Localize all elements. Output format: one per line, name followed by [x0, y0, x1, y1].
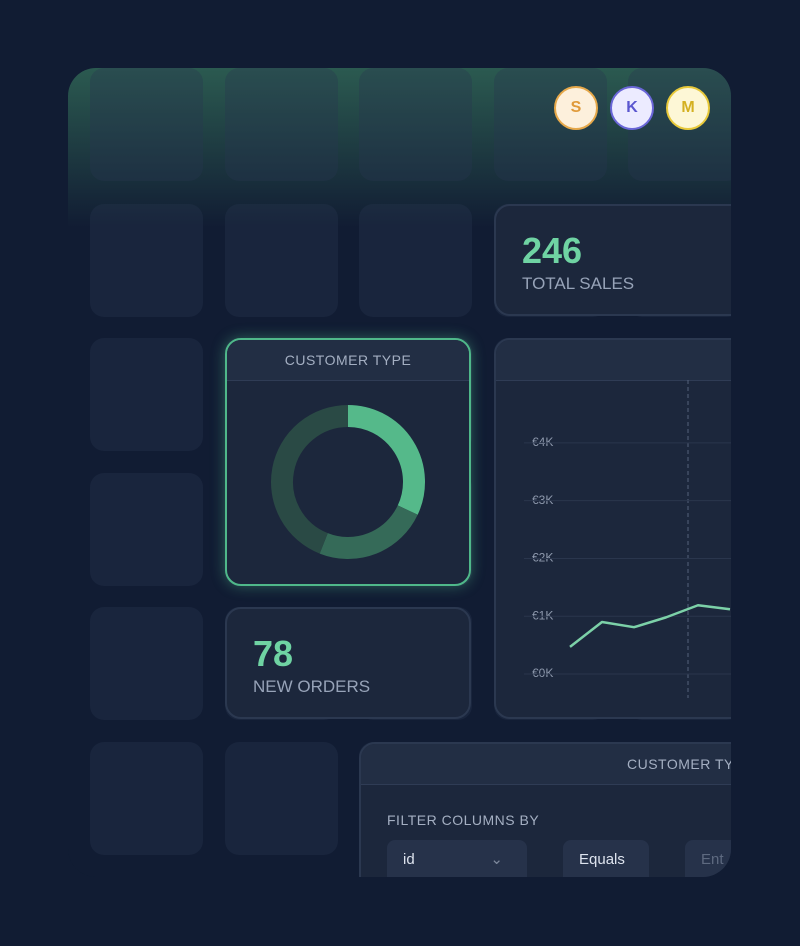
y-tick-label: €0K — [532, 666, 553, 680]
tile — [90, 473, 203, 586]
stat-label: TOTAL SALES — [522, 274, 635, 293]
new-orders-card: 78 NEW ORDERS — [225, 607, 471, 719]
stat-label: NEW ORDERS — [253, 677, 371, 696]
line-chart: €0K €1K €2K €3K €4K — [524, 380, 731, 698]
tile — [225, 68, 338, 181]
card-title: CUSTOMER TY — [361, 744, 731, 785]
tile — [359, 204, 472, 317]
tile — [90, 742, 203, 855]
y-tick-label: €4K — [532, 435, 553, 449]
operator-select[interactable]: Equals — [563, 840, 649, 877]
y-tick-label: €3K — [532, 493, 553, 507]
stat-value: 78 — [253, 633, 294, 674]
chevron: ⌄ — [490, 851, 503, 868]
donut-chart — [271, 405, 425, 559]
placeholder: Ent — [701, 851, 724, 868]
select-text: Equals — [579, 851, 625, 868]
tile — [90, 338, 203, 451]
column-select[interactable]: id ⌄ — [387, 840, 527, 877]
stat-value: 246 — [522, 230, 583, 271]
total-sales-card: 246 TOTAL SALES — [494, 204, 731, 316]
donut-segment — [347, 405, 425, 515]
donut-card: CUSTOMER TYPE — [225, 338, 471, 586]
table-card: CUSTOMER TY FILTER COLUMNS BY id ⌄ Equals… — [359, 742, 731, 877]
dashboard-frame: S K M 246 TOTAL SALES CUSTOMER TYPE 78 N… — [68, 68, 731, 877]
tile — [90, 68, 203, 181]
avatar[interactable]: M — [666, 86, 710, 130]
avatar[interactable]: K — [610, 86, 654, 130]
card-title: CUSTOMER TYPE — [227, 340, 469, 381]
filter-label: FILTER COLUMNS BY — [387, 812, 540, 828]
select-text: id — [403, 851, 415, 868]
donut-segment — [271, 405, 349, 554]
avatar[interactable]: S — [554, 86, 598, 130]
tile — [90, 204, 203, 317]
tile — [90, 607, 203, 720]
tile — [225, 742, 338, 855]
line-card: €0K €1K €2K €3K €4K — [494, 338, 731, 719]
value-input[interactable]: Ent — [685, 840, 731, 877]
y-tick-label: €1K — [532, 608, 553, 622]
y-tick-label: €2K — [532, 551, 553, 565]
tile — [225, 204, 338, 317]
donut-segment — [319, 505, 418, 559]
tile — [359, 68, 472, 181]
line-series — [569, 603, 731, 648]
card-header — [496, 340, 731, 381]
